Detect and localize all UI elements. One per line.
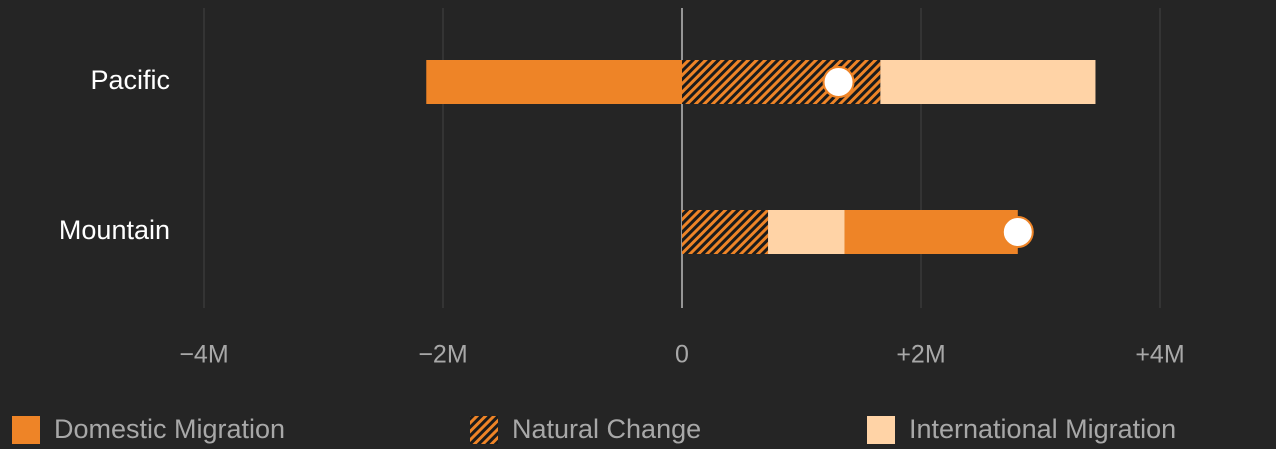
bar	[682, 210, 769, 254]
total-marker	[822, 66, 855, 98]
bar	[880, 60, 1096, 104]
legend-label: International Migration	[909, 414, 1176, 444]
x-tick-label: −4M	[179, 341, 228, 369]
legend-swatch	[867, 416, 895, 444]
bar	[844, 210, 1018, 254]
total-marker	[1001, 216, 1034, 248]
category-label: Mountain	[59, 215, 170, 245]
x-tick-label: +2M	[896, 341, 945, 369]
x-tick-label: +4M	[1135, 341, 1184, 369]
legend-swatch	[12, 416, 40, 444]
x-tick-label: −2M	[418, 341, 467, 369]
bar	[768, 210, 845, 254]
legend-label: Natural Change	[512, 414, 701, 444]
legend-swatch	[470, 416, 498, 444]
category-label: Pacific	[90, 65, 170, 95]
x-tick-label: 0	[675, 341, 689, 369]
legend-label: Domestic Migration	[54, 414, 285, 444]
bar	[426, 60, 682, 104]
